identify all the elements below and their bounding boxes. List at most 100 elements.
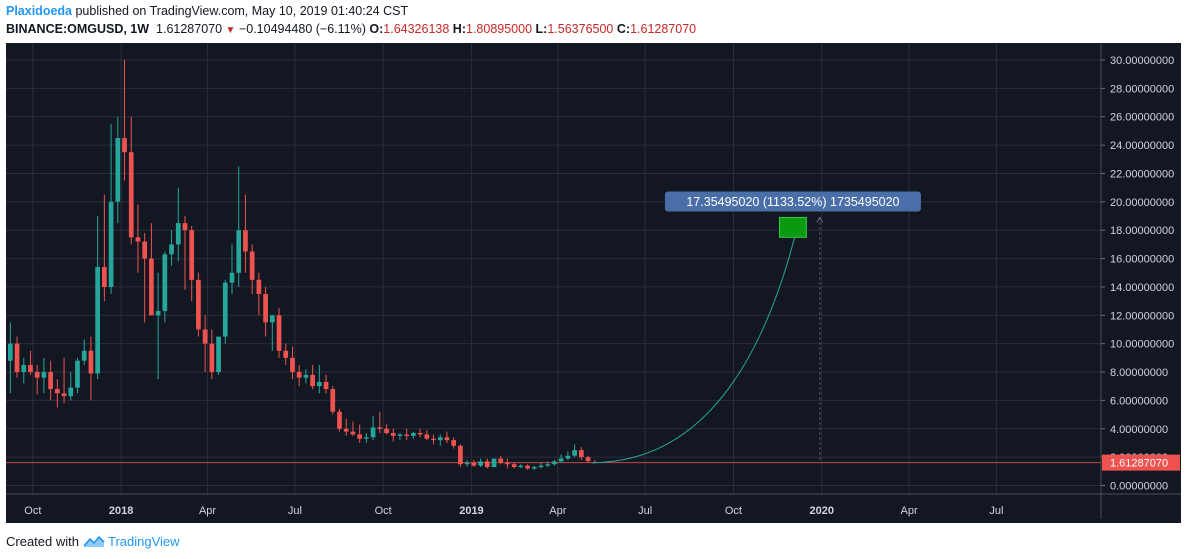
open-value: 1.64326138	[383, 22, 450, 36]
candle-body	[290, 357, 295, 373]
y-tick-label: 18.00000000	[1110, 225, 1174, 237]
candle-body	[538, 465, 544, 468]
y-tick-label: 16.00000000	[1110, 254, 1174, 266]
y-tick-label: 26.00000000	[1110, 112, 1174, 124]
candle-body	[364, 437, 369, 439]
candle-body	[175, 223, 181, 245]
candle-body	[48, 372, 53, 390]
candle-body	[229, 272, 235, 283]
candle-body	[162, 254, 168, 312]
measure-label-text: 17.35495020 (1133.52%) 1735495020	[686, 195, 899, 209]
candle-body	[390, 433, 396, 436]
candle-body	[155, 311, 161, 316]
candle-body	[417, 433, 423, 435]
candle-body	[437, 437, 443, 441]
candle-body	[578, 450, 584, 458]
candle-body	[256, 279, 262, 295]
candle-body	[21, 364, 27, 373]
x-tick-label: Oct	[725, 505, 742, 517]
candle-body	[34, 372, 40, 378]
current-price-badge-text: 1.61287070	[1110, 458, 1168, 470]
candle-body	[102, 267, 107, 287]
ohlc-legend: BINANCE:OMGUSD, 1W 1.61287070 ▼ −0.10494…	[6, 22, 696, 36]
candle-body	[464, 462, 470, 465]
candle-body	[202, 329, 208, 344]
last-price: 1.61287070	[156, 22, 223, 36]
candle-body	[572, 450, 577, 456]
y-tick-label: 20.00000000	[1110, 197, 1174, 209]
candle-body	[552, 461, 557, 465]
candle-body	[222, 282, 228, 337]
tradingview-link[interactable]: TradingView	[107, 534, 180, 549]
x-tick-label: Apr	[199, 505, 216, 517]
candle-body	[14, 343, 20, 373]
candle-body	[276, 315, 282, 351]
candle-body	[149, 258, 154, 316]
price-chart[interactable]: 30.00000000 28.00000000 26.00000000 24.0000…	[0, 43, 1188, 523]
y-tick-label: 6.00000000	[1110, 395, 1168, 407]
candle-body	[75, 360, 80, 388]
high-value: 1.80895000	[466, 22, 533, 36]
candle-body	[296, 372, 302, 378]
candle-body	[236, 230, 242, 273]
candle-body	[370, 427, 376, 438]
candle-body	[337, 411, 342, 429]
tradingview-logo-icon	[83, 535, 105, 547]
candle-body	[377, 427, 383, 429]
x-tick-label: 2020	[809, 505, 833, 517]
candle-body	[216, 336, 221, 373]
x-tick-label: Jul	[989, 505, 1003, 517]
candle-body	[531, 467, 537, 469]
y-tick-label: 0.00000000	[1110, 480, 1168, 492]
candle-body	[316, 381, 322, 387]
projection-curve	[591, 217, 801, 464]
candle-body	[525, 465, 530, 469]
candle-body	[323, 381, 329, 390]
candle-body	[431, 438, 436, 441]
candle-body	[115, 138, 121, 202]
candle-body	[169, 244, 174, 255]
candle-body	[243, 230, 248, 252]
candle-body	[545, 464, 551, 466]
candle-body	[189, 230, 195, 280]
candle-body	[411, 433, 416, 436]
candle-body	[404, 434, 410, 436]
close-value: 1.61287070	[630, 22, 697, 36]
candle-body	[135, 237, 141, 242]
candle-body	[478, 461, 483, 466]
candle-body	[350, 431, 356, 435]
author-link[interactable]: Plaxidoeda	[6, 4, 72, 18]
x-tick-label: 2018	[109, 505, 133, 517]
candle-body	[283, 350, 289, 358]
publish-info: Plaxidoeda published on TradingView.com,…	[6, 4, 408, 18]
current-price-badge	[1102, 454, 1180, 471]
candle-body	[142, 241, 148, 259]
candle-body	[558, 458, 564, 462]
y-tick-label: 30.00000000	[1110, 55, 1174, 67]
candle-body	[81, 350, 87, 361]
candle-body	[68, 387, 74, 397]
candle-body	[196, 279, 201, 330]
candle-body	[491, 458, 497, 468]
y-tick-label: 10.00000000	[1110, 339, 1174, 351]
candle-body	[209, 343, 215, 373]
y-tick-label: 14.00000000	[1110, 282, 1174, 294]
candle-body	[565, 455, 571, 459]
candle-body	[41, 372, 47, 378]
candle-body	[330, 389, 336, 412]
candle-body	[54, 389, 60, 394]
low-label: L:	[535, 22, 548, 36]
candle-body	[511, 464, 517, 468]
candle-body	[505, 462, 510, 465]
close-label: C:	[616, 22, 631, 36]
price-change: −0.10494480 (−6.11%)	[238, 22, 366, 36]
candle-body	[61, 393, 67, 397]
high-label: H:	[452, 22, 466, 36]
candle-body	[269, 315, 275, 323]
low-value: 1.56376500	[547, 22, 614, 36]
candle-body	[471, 462, 477, 466]
candle-body	[7, 343, 13, 361]
candle-body	[444, 437, 450, 441]
footer: Created with TradingView	[6, 534, 180, 549]
down-arrow-icon: ▼	[225, 25, 236, 36]
